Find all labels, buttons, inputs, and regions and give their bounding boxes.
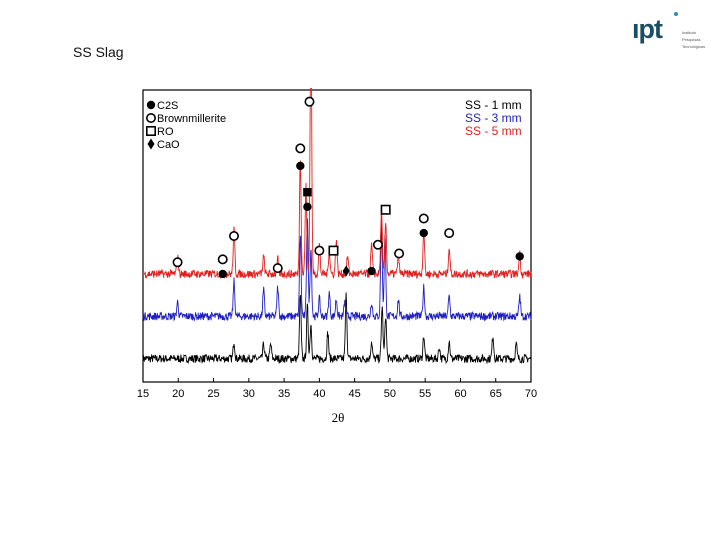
phase-legend-label: CaO	[157, 139, 180, 151]
x-tick-label: 40	[313, 388, 325, 400]
x-axis: 15 20 25 30 35 40 45 50 55 60 65 70	[137, 378, 537, 400]
plot-border	[142, 89, 532, 383]
logo-sub-line-1: Instituto	[682, 30, 697, 35]
x-tick-label: 25	[207, 388, 219, 400]
series-legend-label: SS - 1 mm	[465, 98, 522, 112]
phase-marker-circle-open	[418, 213, 429, 224]
phase-marker-circle-open	[295, 143, 306, 154]
phase-marker-square-open	[380, 204, 391, 215]
logo-mark: ıpt	[632, 14, 663, 44]
x-tick-label: 65	[490, 388, 502, 400]
phase-legend-marker	[146, 100, 156, 110]
series-legend-label: SS - 3 mm	[465, 111, 522, 125]
phase-marker-circle-open	[229, 231, 240, 242]
phase-marker-circle-filled	[296, 161, 305, 171]
logo-sub-line-2: Pesquisas	[682, 37, 701, 42]
series-line-2	[142, 218, 532, 322]
ipt-logo: ıpt Instituto Pesquisas Tecnológicas	[632, 8, 716, 52]
phase-marker-circle-open	[372, 239, 383, 250]
x-tick-label: 20	[172, 388, 184, 400]
logo-dot	[674, 12, 678, 16]
x-tick-label: 70	[525, 388, 537, 400]
phase-marker-diamond-filled	[342, 265, 350, 277]
phase-legend-label: Brownmillerite	[157, 113, 226, 125]
slide-title: SS Slag	[73, 44, 124, 60]
series-legend-label: SS - 5 mm	[465, 124, 522, 138]
phase-marker-circle-filled	[303, 202, 312, 211]
x-axis-label: 2θ	[332, 410, 345, 425]
phase-marker-circle-open	[217, 254, 228, 265]
phase-marker-square-open	[328, 245, 339, 256]
x-tick-label: 45	[349, 388, 361, 400]
phase-markers	[172, 96, 524, 279]
phase-marker-circle-filled	[218, 269, 227, 279]
phase-marker-circle-open	[394, 248, 405, 259]
phase-marker-circle-open	[172, 257, 183, 268]
phase-legend-marker	[147, 138, 155, 150]
phase-marker-circle-filled	[419, 228, 428, 238]
phase-marker-circle-filled	[367, 266, 376, 276]
phase-legend-label: C2S	[157, 100, 178, 112]
phase-marker-circle-filled	[515, 252, 524, 261]
x-tick-label: 60	[454, 388, 466, 400]
x-tick-label: 15	[137, 388, 149, 400]
logo-sub-line-3: Tecnológicas	[682, 44, 706, 49]
series-line-1	[142, 292, 532, 365]
phase-marker-circle-open	[444, 228, 455, 239]
phase-marker-circle-open	[272, 263, 283, 274]
x-tick-label: 50	[384, 388, 396, 400]
phase-marker-square-filled	[303, 188, 312, 197]
phase-marker-circle-open	[304, 96, 315, 107]
phase-legend-marker	[145, 125, 156, 136]
x-tick-label: 35	[278, 388, 290, 400]
plot-frame	[142, 89, 532, 383]
x-tick-label: 30	[243, 388, 255, 400]
phase-marker-circle-open	[314, 245, 325, 256]
x-tick-label: 55	[419, 388, 431, 400]
phase-legend-marker	[145, 112, 156, 123]
phase-legend-label: RO	[157, 126, 174, 138]
